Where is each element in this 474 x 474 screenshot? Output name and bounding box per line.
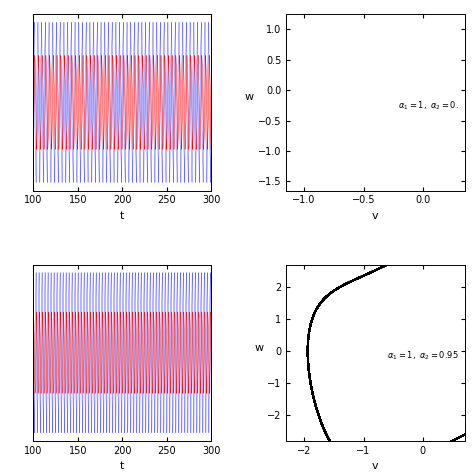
X-axis label: v: v <box>372 461 379 471</box>
X-axis label: t: t <box>120 211 125 221</box>
Y-axis label: w: w <box>254 343 263 353</box>
X-axis label: v: v <box>372 211 379 221</box>
X-axis label: t: t <box>120 461 125 471</box>
Y-axis label: w: w <box>245 92 254 102</box>
Text: $\alpha_1 = 1,\ \alpha_2 = 0.$: $\alpha_1 = 1,\ \alpha_2 = 0.$ <box>398 100 459 112</box>
Text: $\alpha_1 = 1,\ \alpha_2 = 0.95$: $\alpha_1 = 1,\ \alpha_2 = 0.95$ <box>387 350 459 363</box>
